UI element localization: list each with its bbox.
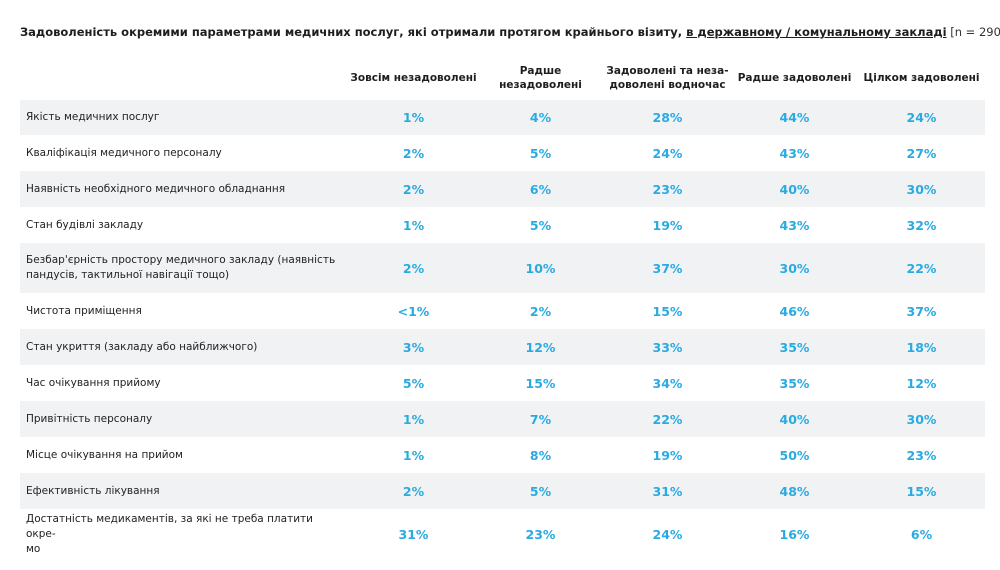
row-label: Кваліфікація медичного персоналу [26,146,222,159]
row-label: Ефективність лікування [20,473,350,509]
value-cell: 24% [858,100,985,135]
row-label: Стан будівлі закладу [26,218,144,231]
value-cell: 23% [906,447,937,463]
value-cell: 2% [529,303,552,319]
value-cell: 1% [402,217,425,233]
table-row: Стан укриття (закладу або найближчого) 3%… [20,329,985,365]
value-cell: 1% [402,447,425,463]
row-label: Достатність медикаментів, за які не треб… [26,512,313,555]
column-header: Цілком задоволені [863,72,980,84]
value-cell: 44% [731,100,858,135]
value-cell: 31% [604,473,731,509]
value-cell: 19% [652,217,683,233]
value-cell: 23% [604,171,731,207]
value-cell: 43% [779,145,810,161]
value-cell: 2% [350,171,477,207]
value-cell: 3% [350,329,477,365]
value-cell: 6% [477,171,604,207]
value-cell: 5% [529,217,552,233]
satisfaction-table: Якість медичних послуг 1% 4% 28% 44% 24% Квалі… [20,100,985,559]
table-row: Чистота приміщення <1% 2% 15% 46% 37% [20,293,985,329]
row-label: Безбар'єрність простору медичного заклад… [20,243,350,293]
value-cell: 33% [604,329,731,365]
value-cell: 8% [529,447,552,463]
table-row: Ефективність лікування 2% 5% 31% 48% 15% [20,473,985,509]
value-cell: 5% [529,145,552,161]
value-cell: 23% [525,526,556,542]
value-cell: 24% [652,145,683,161]
value-cell: 5% [477,473,604,509]
value-cell: 40% [731,171,858,207]
sample-size: [n = 290] [946,25,1000,39]
value-cell: 40% [731,401,858,437]
value-cell: 35% [779,375,810,391]
row-label: Якість медичних послуг [20,100,350,135]
table-row: Місце очікування на прийом 1% 8% 19% 50% 23% [20,437,985,473]
value-cell: 15% [858,473,985,509]
row-label: Привітність персоналу [20,401,350,437]
value-cell: 43% [779,217,810,233]
value-cell: 30% [858,171,985,207]
value-cell: 1% [350,401,477,437]
value-cell: 12% [477,329,604,365]
value-cell: 12% [906,375,937,391]
value-cell: 7% [477,401,604,437]
value-cell: 37% [906,303,937,319]
table-row: Час очікування прийому 5% 15% 34% 35% 12% [20,365,985,401]
value-cell: 34% [652,375,683,391]
value-cell: 5% [402,375,425,391]
value-cell: 4% [477,100,604,135]
value-cell: 30% [858,401,985,437]
value-cell: 35% [731,329,858,365]
column-header: Зовсім незадоволені [350,72,477,84]
value-cell: 2% [350,473,477,509]
table-row: Безбар'єрність простору медичного заклад… [20,243,985,293]
table-row: Кваліфікація медичного персоналу 2% 5% 24% 4… [20,135,985,171]
value-cell: 1% [350,100,477,135]
value-cell: 28% [604,100,731,135]
row-label: Чистота приміщення [26,304,142,317]
value-cell: 22% [604,401,731,437]
value-cell: 2% [402,145,425,161]
chart-title: Задоволеність окремими параметрами медич… [20,25,1000,39]
table-row: Якість медичних послуг 1% 4% 28% 44% 24% [20,100,985,135]
value-cell: 27% [906,145,937,161]
value-cell: 31% [398,526,429,542]
row-label: Місце очікування на прийом [26,448,183,461]
value-cell: 24% [652,526,683,542]
value-cell: 16% [779,526,810,542]
value-cell: 30% [731,243,858,293]
value-cell: 22% [858,243,985,293]
value-cell: 37% [604,243,731,293]
value-cell: 6% [910,526,933,542]
column-header: Радше незадоволені [499,65,582,91]
table-row: Привітність персоналу 1% 7% 22% 40% 30% [20,401,985,437]
value-cell: 15% [525,375,556,391]
value-cell: 50% [779,447,810,463]
table-row: Стан будівлі закладу 1% 5% 19% 43% 32% [20,207,985,243]
value-cell: 46% [779,303,810,319]
value-cell: 2% [350,243,477,293]
table-row: Достатність медикаментів, за які не треб… [20,509,985,559]
value-cell: 19% [652,447,683,463]
column-header: Задоволені та неза-доволені водночас [606,65,729,91]
value-cell: <1% [397,303,430,319]
value-cell: 48% [731,473,858,509]
value-cell: 18% [858,329,985,365]
chart-title-link[interactable]: в державному / комунальному закладі [686,25,947,39]
row-label: Час очікування прийому [26,376,161,389]
chart-title-main: Задоволеність окремими параметрами медич… [20,25,687,39]
row-label: Наявність необхідного медичного обладнан… [20,171,350,207]
value-cell: 15% [652,303,683,319]
table-row: Наявність необхідного медичного обладнан… [20,171,985,207]
row-label: Стан укриття (закладу або найближчого) [20,329,350,365]
value-cell: 10% [477,243,604,293]
column-header: Радше задоволені [737,72,852,84]
value-cell: 32% [906,217,937,233]
